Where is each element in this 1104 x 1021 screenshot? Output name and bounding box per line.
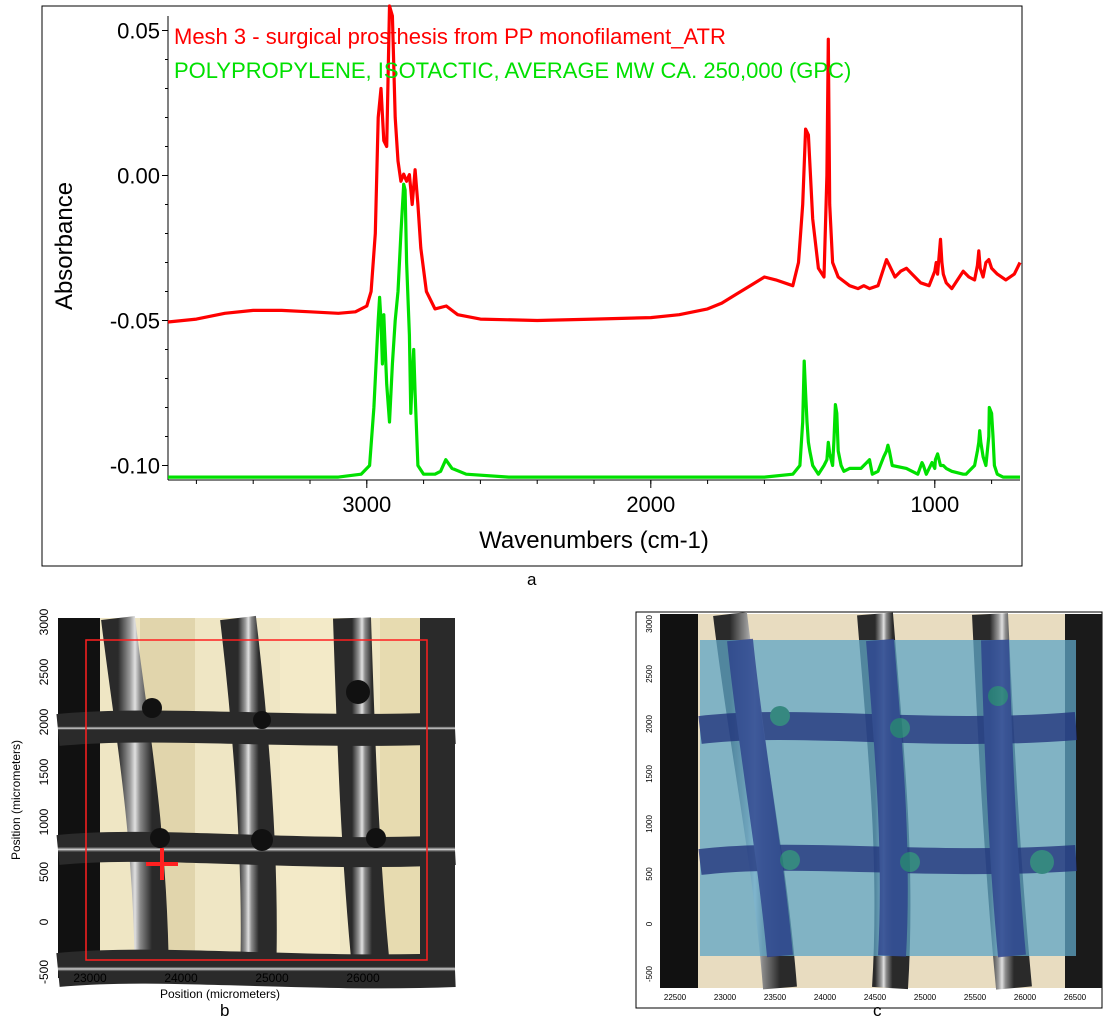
panel-b-y-ticks: 3000 2500 2000 1500 1000 500 0 -500 — [37, 608, 51, 984]
panel-b-x-tick-label: 26000 — [346, 971, 380, 985]
y-tick-label: -0.05 — [110, 309, 160, 334]
panel-b-y-tick-label: 2500 — [37, 658, 51, 685]
x-axis-ticks: 3000 2000 1000 — [195, 480, 993, 517]
panel-c-overlay-figure: 22500 23000 23500 24000 24500 25000 25500 26000… — [635, 611, 1103, 1009]
panel-c-y-tick-label: 500 — [645, 867, 654, 881]
panel-c-y-tick-label: 3000 — [645, 615, 654, 633]
panel-b-y-tick-label: 1500 — [37, 758, 51, 785]
panel-c-overlay-fibers — [698, 638, 1078, 958]
spectrum-figure: 3000 2000 1000 0.05 0.00 -0.05 -0.10 Wavenumb… — [41, 4, 1023, 567]
panel-b-y-tick-label: 500 — [37, 862, 51, 882]
panel-c-y-tick-label: -500 — [645, 965, 654, 982]
panel-b-y-tick-label: 2000 — [37, 708, 51, 735]
panel-c-y-tick-label: 2000 — [645, 715, 654, 733]
spectrum-series — [167, 4, 1022, 479]
y-tick-label: 0.05 — [117, 19, 160, 44]
y-tick-label: 0.00 — [117, 164, 160, 189]
panel-c-x-tick-label: 23500 — [764, 993, 787, 1002]
panel-c-y-tick-label: 1000 — [645, 815, 654, 833]
panel-c-y-ticks: 3000 2500 2000 1500 1000 500 0 -500 — [645, 615, 654, 982]
x-tick-label: 1000 — [910, 492, 959, 517]
mapping-region-box — [85, 639, 428, 961]
caption-b: b — [220, 1001, 230, 1020]
panel-b-x-tick-label: 25000 — [255, 971, 289, 985]
panel-c-x-tick-label: 25000 — [914, 993, 937, 1002]
y-axis-ticks: 0.05 0.00 -0.05 -0.10 — [110, 19, 168, 479]
panel-c-x-tick-label: 24500 — [864, 993, 887, 1002]
series-line-mesh3 — [167, 4, 1022, 324]
panel-b-x-ticks: 23000 24000 25000 26000 — [73, 971, 380, 985]
panel-b-y-axis-label: Position (micrometers) — [9, 740, 23, 860]
plot-area — [168, 16, 1020, 480]
panel-b-x-axis-label: Position (micrometers) — [160, 987, 280, 1001]
panel-b-y-tick-label: -500 — [37, 960, 51, 984]
x-axis-label: Wavenumbers (cm-1) — [479, 527, 709, 554]
caption-c: c — [873, 1001, 882, 1020]
caption-a: a — [527, 570, 537, 589]
panel-b-x-tick-label: 23000 — [73, 971, 107, 985]
crosshair-marker — [146, 848, 178, 880]
figure-a-frame — [41, 5, 1023, 567]
panel-c-x-tick-label: 22500 — [664, 993, 687, 1002]
panel-c-y-tick-label: 0 — [645, 921, 654, 926]
legend-entry-mesh3: Mesh 3 - surgical prosthesis from PP mon… — [174, 24, 726, 49]
panel-c-x-tick-label: 24000 — [814, 993, 837, 1002]
panel-b-y-tick-label: 1000 — [37, 808, 51, 835]
panel-b-y-tick-label: 0 — [37, 918, 51, 925]
y-tick-label: -0.10 — [110, 454, 160, 479]
x-tick-label: 2000 — [626, 492, 675, 517]
y-axis-label: Absorbance — [51, 182, 78, 310]
series-line-polypropylene — [168, 182, 1020, 479]
legend-entry-polypropylene: POLYPROPYLENE, ISOTACTIC, AVERAGE MW CA.… — [174, 58, 851, 83]
panel-c-x-tick-label: 26000 — [1014, 993, 1037, 1002]
panel-b-x-tick-label: 24000 — [164, 971, 198, 985]
panel-b-image-figure: 23000 24000 25000 26000 3000 2500 2000 1500 100… — [9, 608, 456, 1001]
panel-c-y-tick-label: 1500 — [645, 765, 654, 783]
panel-b-y-tick-label: 3000 — [37, 608, 51, 635]
panel-c-y-tick-label: 2500 — [645, 665, 654, 683]
x-tick-label: 3000 — [342, 492, 391, 517]
microscope-mosaic — [56, 615, 456, 989]
panel-c-x-ticks: 22500 23000 23500 24000 24500 25000 25500 26000… — [664, 993, 1087, 1002]
panel-c-x-tick-label: 26500 — [1064, 993, 1087, 1002]
panel-c-x-tick-label: 23000 — [714, 993, 737, 1002]
panel-c-x-tick-label: 25500 — [964, 993, 987, 1002]
